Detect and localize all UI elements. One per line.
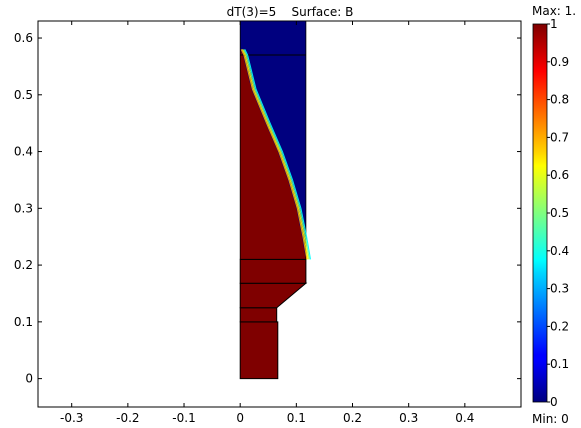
- colorbar-tick-label: 0.6: [550, 168, 569, 182]
- region-upper-red-wedge: [240, 49, 306, 260]
- gradient-edge: [240, 49, 312, 260]
- colorbar-min-label: Min: 0: [532, 412, 569, 426]
- x-tick-label: -0.2: [116, 411, 139, 425]
- region-bottom-lower: [239, 321, 279, 380]
- y-tick-label: 0.4: [14, 145, 33, 159]
- colorbar-tick-label: 0.9: [550, 55, 569, 69]
- y-tick-label: 0.5: [14, 88, 33, 102]
- x-axis-ticks: -0.3 -0.2 -0.1 0 0.1 0.2 0.3 0.4: [60, 21, 474, 425]
- upper-block-outline: [239, 20, 307, 260]
- x-tick-label: 0.2: [343, 411, 362, 425]
- y-axis-ticks: 0 0.1 0.2 0.3 0.4 0.5 0.6: [14, 31, 521, 386]
- colorbar-tick-label: 0.1: [550, 357, 569, 371]
- edge-band: [240, 49, 308, 260]
- chart-title: dT(3)=5 Surface: B: [227, 5, 354, 19]
- y-tick-label: 0.1: [14, 315, 33, 329]
- colorbar-ticks: 0 0.1 0.2 0.3 0.4 0.5 0.6 0.7 0.8 0.9 1: [547, 17, 569, 409]
- y-tick-label: 0.3: [14, 201, 33, 215]
- colorbar-max-label: Max: 1.: [532, 4, 576, 18]
- colorbar-tick-label: 0.8: [550, 93, 569, 107]
- colorbar-tick-label: 0.2: [550, 319, 569, 333]
- y-tick-label: 0.2: [14, 258, 33, 272]
- colorbar-tick-label: 0.3: [550, 282, 569, 296]
- edge-band: [243, 49, 310, 260]
- edge-band: [244, 49, 312, 260]
- domain-regions: [239, 20, 308, 380]
- x-tick-label: 0: [236, 411, 244, 425]
- region-middle: [239, 258, 307, 284]
- colorbar-tick-label: 0.4: [550, 244, 569, 258]
- colorbar-tick-label: 0: [550, 395, 558, 409]
- x-tick-label: 0.3: [399, 411, 418, 425]
- y-tick-label: 0: [25, 372, 33, 386]
- x-tick-label: -0.1: [172, 411, 195, 425]
- edge-band: [241, 49, 309, 260]
- x-tick-label: 0.1: [287, 411, 306, 425]
- x-tick-label: -0.3: [60, 411, 83, 425]
- colorbar-tick-label: 1: [550, 17, 558, 31]
- x-tick-label: 0.4: [455, 411, 474, 425]
- colorbar-tick-label: 0.7: [550, 130, 569, 144]
- colorbar-tick-label: 0.5: [550, 206, 569, 220]
- y-tick-label: 0.6: [14, 31, 33, 45]
- region-bottom-upper: [239, 307, 278, 323]
- colorbar: [532, 23, 548, 403]
